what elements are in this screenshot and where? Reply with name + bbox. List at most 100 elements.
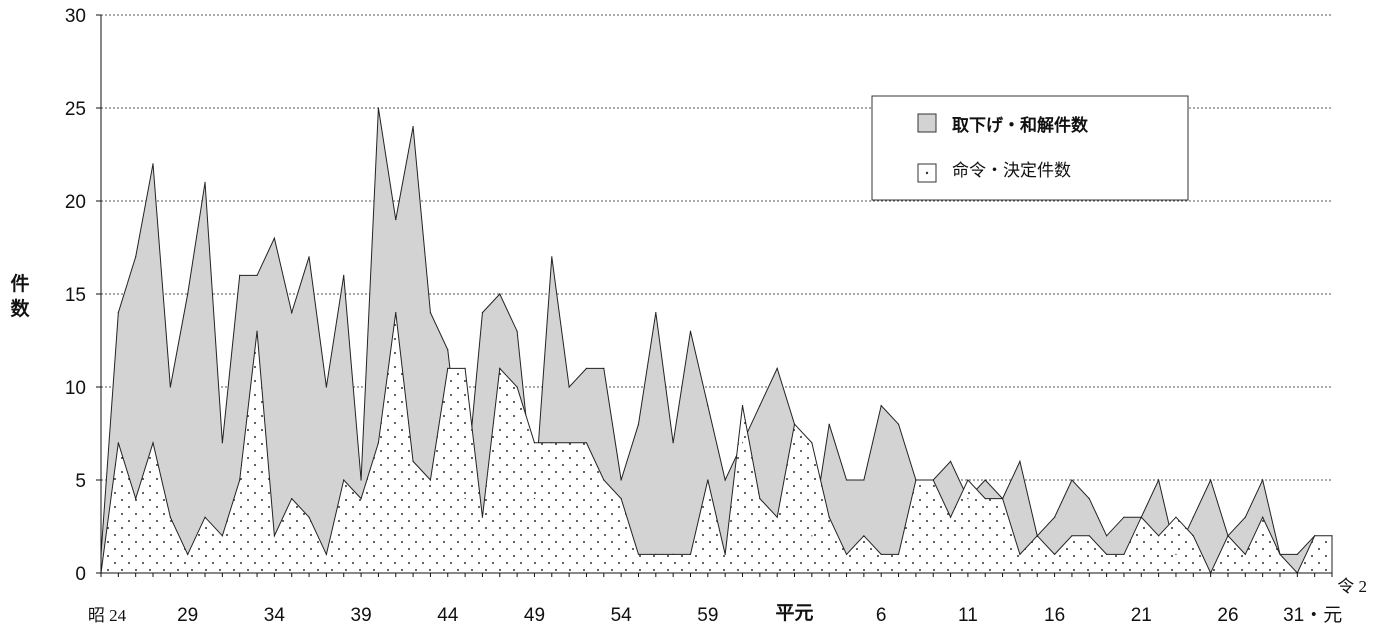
point-s1-33	[672, 553, 674, 556]
point-s1-32	[655, 553, 657, 556]
point-s1-49	[949, 516, 952, 518]
point-s1-48	[932, 479, 934, 481]
point-s1-21	[464, 367, 466, 369]
point-s1-19	[429, 479, 432, 481]
point-s1-61	[1158, 535, 1160, 537]
point-s0-46	[897, 423, 900, 425]
point-s1-65	[1227, 535, 1229, 537]
point-s0-53	[1019, 460, 1021, 462]
point-s1-38	[759, 498, 761, 500]
point-s0-66	[1244, 516, 1246, 518]
point-s0-4	[169, 386, 171, 388]
point-s1-29	[603, 479, 605, 481]
point-s1-59	[1123, 553, 1125, 556]
point-s0-33	[672, 442, 674, 444]
point-s0-29	[603, 367, 605, 369]
point-s0-15	[360, 479, 362, 481]
point-s1-66	[1244, 553, 1246, 556]
point-s1-23	[499, 367, 501, 369]
point-s1-4	[169, 516, 171, 518]
y-tick-label-20: 20	[65, 192, 86, 213]
x-tick-label: 49	[524, 605, 545, 626]
point-s0-6	[204, 181, 206, 183]
point-s1-46	[897, 553, 900, 556]
point-s0-32	[655, 312, 657, 314]
y-axis-label-line1: 件	[10, 272, 29, 295]
point-s1-51	[984, 498, 986, 500]
point-s1-41	[811, 442, 813, 444]
point-s0-14	[343, 274, 345, 276]
point-s0-5	[187, 293, 189, 295]
y-tick-label-10: 10	[65, 378, 86, 399]
point-s1-30	[620, 498, 622, 500]
point-s1-71	[1331, 535, 1333, 537]
point-s1-53	[1019, 553, 1021, 556]
point-s1-3	[152, 442, 154, 444]
point-s1-7	[221, 535, 223, 537]
point-s1-52	[1001, 498, 1004, 500]
point-s0-10	[273, 237, 275, 239]
point-s0-42	[828, 423, 830, 425]
point-s0-3	[152, 163, 154, 165]
point-s0-62	[1175, 553, 1177, 556]
point-s0-71	[1331, 553, 1333, 556]
x-tick-label: 21	[1131, 605, 1152, 626]
point-s1-10	[273, 535, 275, 537]
point-s1-40	[793, 423, 796, 425]
point-s0-50	[967, 498, 969, 500]
point-s0-38	[759, 405, 761, 407]
y-axis-label-line2: 数	[10, 297, 30, 320]
point-s0-58	[1106, 535, 1108, 537]
legend-swatch-withdrawn	[917, 113, 937, 133]
point-s0-17	[395, 219, 397, 221]
point-s1-8	[239, 479, 241, 481]
point-s0-11	[291, 312, 293, 314]
point-s0-41	[811, 535, 813, 537]
series-area-1	[100, 312, 1333, 575]
point-s0-39	[776, 367, 778, 369]
point-s0-28	[585, 367, 588, 369]
point-s1-60	[1140, 516, 1142, 518]
x-tick-label: 昭 24	[88, 606, 127, 625]
point-s1-35	[707, 479, 709, 481]
point-s0-31	[637, 423, 640, 425]
point-s1-45	[880, 553, 882, 556]
x-tick-label: 令 2	[1337, 577, 1367, 596]
point-s1-42	[828, 516, 830, 518]
x-tick-label: 平元	[776, 603, 814, 624]
point-s0-13	[325, 386, 327, 388]
x-tick-label: 29	[177, 605, 198, 626]
point-s1-17	[395, 312, 397, 314]
x-tick-label: 6	[876, 605, 887, 626]
point-s1-56	[1071, 535, 1073, 537]
x-tick-label: 11	[958, 605, 978, 626]
point-s0-57	[1088, 498, 1090, 500]
point-s0-7	[221, 442, 223, 444]
x-tick-label: 31・元	[1283, 605, 1342, 626]
point-s1-31	[637, 553, 640, 556]
x-tick-label: 44	[437, 605, 459, 626]
point-s0-61	[1158, 479, 1160, 481]
point-s1-24	[516, 386, 518, 388]
point-s1-16	[377, 442, 380, 444]
point-s0-56	[1071, 479, 1073, 481]
point-s0-55	[1053, 516, 1056, 518]
point-s1-22	[481, 516, 484, 518]
point-s0-59	[1123, 516, 1125, 518]
point-s0-24	[516, 330, 518, 332]
point-s0-23	[499, 293, 501, 295]
point-s0-34	[689, 330, 692, 332]
y-axis-label: 件 数	[10, 272, 30, 320]
legend-label-orders: 命令・決定件数	[952, 161, 1071, 181]
point-s0-26	[551, 256, 553, 258]
point-s1-18	[412, 460, 414, 462]
point-s1-55	[1053, 553, 1056, 556]
point-s1-9	[256, 330, 258, 332]
y-tick-label-0: 0	[75, 564, 86, 585]
point-s0-37	[741, 442, 744, 444]
point-s1-54	[1036, 535, 1038, 537]
point-s0-9	[256, 274, 258, 276]
point-s0-69	[1296, 553, 1298, 556]
point-s1-39	[776, 516, 778, 518]
